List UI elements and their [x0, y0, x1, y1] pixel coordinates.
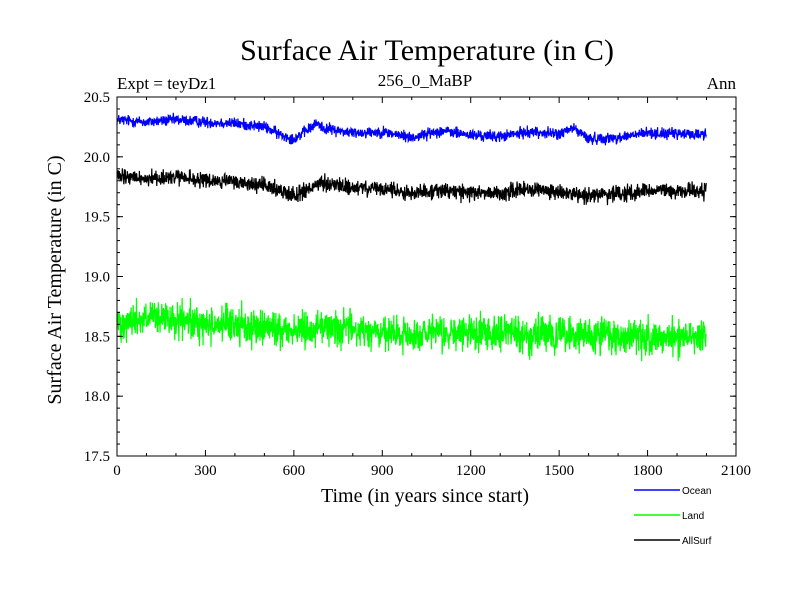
x-tick-label: 600: [283, 463, 306, 479]
chart-title: Surface Air Temperature (in C): [240, 34, 614, 67]
series-layer: [116, 112, 707, 362]
x-tick-label: 0: [113, 463, 121, 479]
legend-label-ocean: Ocean: [682, 486, 711, 497]
experiment-label: Expt = teyDz1: [117, 74, 216, 93]
legend-label-allsurf: AllSurf: [682, 536, 712, 547]
axes-layer: 0 300 600 900 1200 1500 1800 2100 17.5 18.0 18.5 19…: [84, 90, 751, 479]
series-line-ocean: [116, 112, 707, 146]
y-tick-label: 19.0: [84, 270, 110, 286]
legend: Ocean Land AllSurf: [634, 486, 712, 547]
season-label: Ann: [707, 74, 737, 93]
x-axis-label: Time (in years since start): [321, 485, 529, 507]
x-tick-label: 300: [194, 463, 217, 479]
plot-frame: [116, 96, 737, 457]
y-axis-label: Surface Air Temperature (in C): [44, 155, 66, 404]
x-tick-label: 1500: [544, 463, 574, 479]
x-tick-label: 1800: [633, 463, 663, 479]
y-tick-label: 20.0: [84, 150, 110, 166]
legend-label-land: Land: [682, 511, 704, 522]
y-tick-label: 20.5: [84, 90, 110, 106]
x-tick-label: 900: [371, 463, 394, 479]
y-tick-label: 18.5: [84, 329, 110, 345]
x-tick-label: 2100: [721, 463, 751, 479]
series-line-allsurf: [116, 168, 707, 206]
period-label: 256_0_MaBP: [378, 71, 472, 90]
y-tick-label: 17.5: [84, 449, 110, 465]
y-tick-label: 19.5: [84, 210, 110, 226]
y-tick-label: 18.0: [84, 389, 110, 405]
series-line-land: [116, 297, 707, 362]
x-tick-label: 1200: [456, 463, 486, 479]
